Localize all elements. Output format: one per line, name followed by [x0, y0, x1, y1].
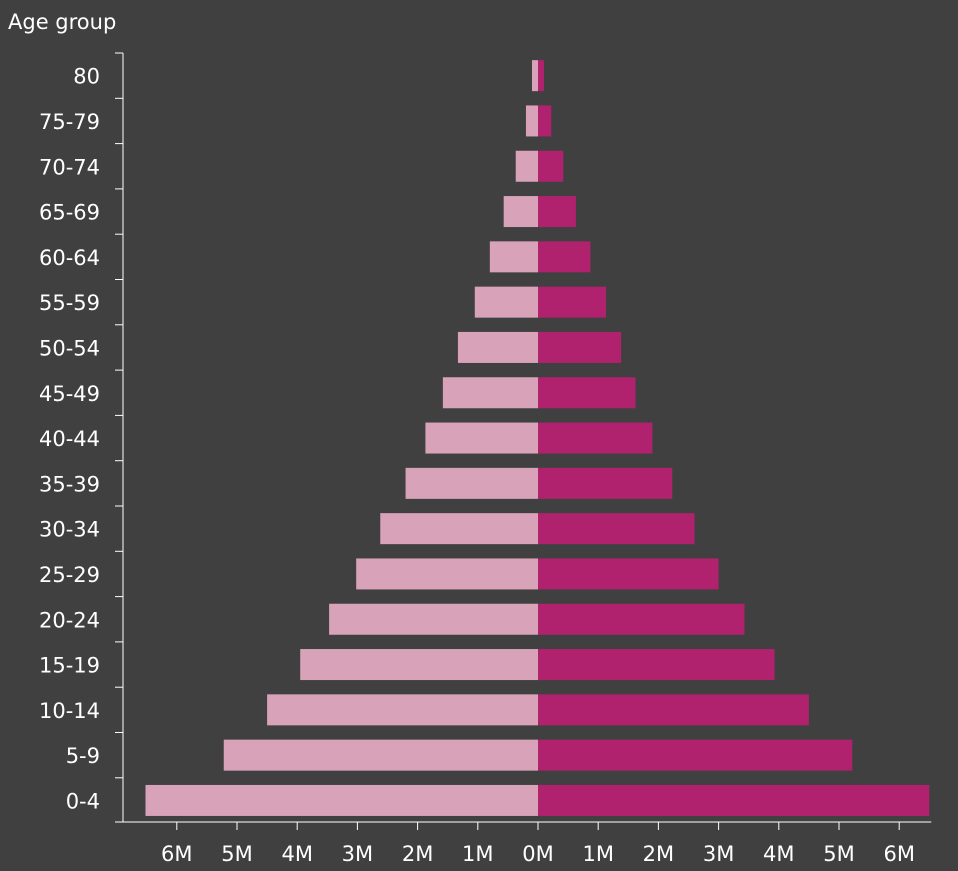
y-tick-label: 10-14 — [39, 699, 100, 723]
y-tick-labels: 80 75-79 70-74 65-69 60-64 55-59 50-54 45-49 40-… — [39, 65, 100, 814]
x-tick-label: 2M — [643, 842, 674, 866]
bar-right-60-64 — [538, 241, 590, 272]
x-tick-label: 3M — [703, 842, 734, 866]
bar-right-45-49 — [538, 377, 636, 408]
y-tick-label: 50-54 — [39, 336, 100, 360]
left-series-bars — [145, 60, 538, 816]
y-tick-label: 35-39 — [39, 472, 100, 496]
y-tick-label: 55-59 — [39, 291, 100, 315]
y-tick-label: 0-4 — [66, 789, 100, 813]
bar-right-55-59 — [538, 287, 606, 318]
y-tick-label: 60-64 — [39, 246, 100, 270]
bar-left-75-79 — [526, 105, 538, 136]
bar-right-25-29 — [538, 558, 719, 589]
bar-right-50-54 — [538, 332, 621, 363]
y-tick-label: 40-44 — [39, 427, 100, 451]
y-tick-label: 70-74 — [39, 155, 100, 179]
y-tick-label: 80 — [73, 65, 100, 89]
x-tick-label: 5M — [221, 842, 252, 866]
x-tick-label: 2M — [402, 842, 433, 866]
x-tick-labels: 6M 5M 4M 3M 2M 1M 0M 1M 2M 3M 4M 5M 6M — [161, 842, 915, 866]
bar-left-55-59 — [475, 287, 538, 318]
bar-left-60-64 — [490, 241, 538, 272]
y-tick-label: 75-79 — [39, 110, 100, 134]
bar-left-40-44 — [425, 423, 538, 454]
bar-right-70-74 — [538, 151, 563, 182]
bar-left-25-29 — [356, 558, 538, 589]
bar-left-70-74 — [516, 151, 538, 182]
x-tick-label: 0M — [522, 842, 553, 866]
y-axis-title: Age group — [8, 10, 116, 34]
y-tick-label: 65-69 — [39, 201, 100, 225]
bar-left-10-14 — [267, 694, 538, 725]
right-series-bars — [538, 60, 929, 816]
bar-right-35-39 — [538, 468, 672, 499]
x-tick-label: 6M — [883, 842, 914, 866]
bar-right-10-14 — [538, 694, 809, 725]
bar-left-0-4 — [145, 785, 538, 816]
y-tick-label: 45-49 — [39, 382, 100, 406]
bar-right-65-69 — [538, 196, 576, 227]
y-tick-label: 5-9 — [66, 744, 100, 768]
y-tick-label: 25-29 — [39, 563, 100, 587]
x-tick-label: 3M — [342, 842, 373, 866]
bar-left-65-69 — [504, 196, 538, 227]
bar-right-40-44 — [538, 423, 652, 454]
bar-left-50-54 — [458, 332, 538, 363]
bar-left-35-39 — [406, 468, 538, 499]
bar-right-30-34 — [538, 513, 695, 544]
bar-left-80 — [532, 60, 538, 91]
bar-left-45-49 — [443, 377, 538, 408]
x-tick-label: 1M — [462, 842, 493, 866]
bar-right-0-4 — [538, 785, 929, 816]
x-tick-label: 5M — [823, 842, 854, 866]
y-tick-label: 30-34 — [39, 518, 100, 542]
bar-left-20-24 — [329, 604, 538, 635]
bar-right-75-79 — [538, 105, 551, 136]
bar-left-30-34 — [380, 513, 538, 544]
bar-right-80 — [538, 60, 544, 91]
y-tick-label: 20-24 — [39, 608, 100, 632]
x-tick-label: 6M — [161, 842, 192, 866]
y-tick-label: 15-19 — [39, 654, 100, 678]
bar-left-5-9 — [224, 740, 538, 771]
bar-right-5-9 — [538, 740, 852, 771]
bar-right-20-24 — [538, 604, 744, 635]
bar-right-15-19 — [538, 649, 775, 680]
x-tick-label: 4M — [763, 842, 794, 866]
bar-left-15-19 — [300, 649, 538, 680]
x-tick-label: 4M — [281, 842, 312, 866]
x-tick-label: 1M — [582, 842, 613, 866]
